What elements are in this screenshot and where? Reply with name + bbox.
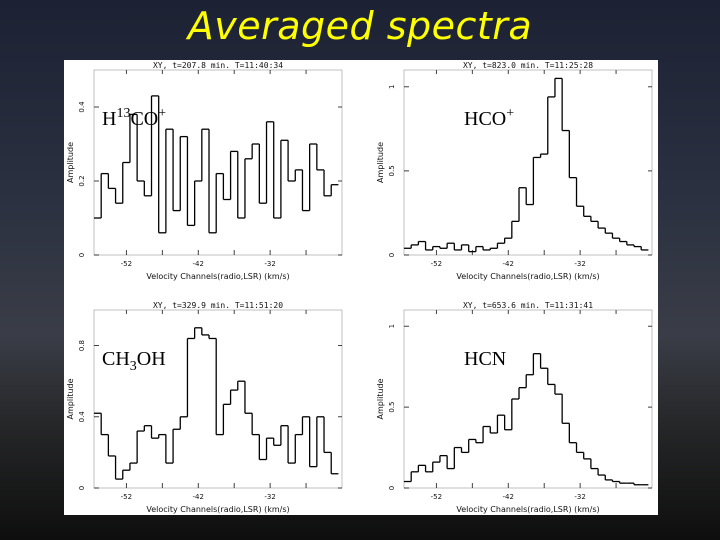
y-axis-label: Amplitude: [376, 378, 385, 419]
y-tick-label: 0.4: [78, 101, 86, 113]
molecule-label-part: 13: [116, 106, 130, 121]
x-tick-label: -42: [193, 260, 204, 268]
x-axis-label: Velocity Channels(radio,LSR) (km/s): [146, 505, 289, 514]
molecule-label-part: +: [506, 106, 514, 121]
slide-title: Averaged spectra: [187, 4, 533, 48]
panel-header: XY, t=207.8 min. T=11:40:34: [153, 61, 283, 70]
panel-header: XY, t=329.9 min. T=11:51:20: [153, 301, 283, 310]
panel-frame: [93, 69, 343, 256]
y-tick-label: 0.5: [388, 402, 396, 413]
y-tick-label: 0: [388, 253, 396, 257]
molecule-label-part: HCO: [464, 108, 506, 130]
panel-frame: [93, 309, 343, 489]
x-tick-label: -42: [503, 260, 514, 268]
y-tick-label: 0.2: [78, 175, 86, 186]
molecule-label-part: +: [158, 106, 166, 121]
y-axis-label: Amplitude: [376, 142, 385, 183]
panel-header: XY, t=653.6 min. T=11:31:41: [463, 301, 593, 310]
x-axis-label: Velocity Channels(radio,LSR) (km/s): [456, 505, 599, 514]
molecule-label-part: CH: [102, 348, 130, 370]
x-tick-label: -52: [431, 493, 442, 501]
y-tick-label: 0.4: [78, 411, 86, 423]
molecule-label: CH3OH: [102, 348, 166, 374]
panel-frame: [403, 309, 653, 489]
y-tick-label: 1: [388, 324, 396, 328]
y-axis-label: Amplitude: [66, 378, 75, 419]
molecule-label-part: H: [102, 108, 116, 130]
molecule-label-part: 3: [130, 359, 137, 374]
x-tick-label: -52: [121, 493, 132, 501]
y-tick-label: 0.8: [78, 340, 86, 351]
molecule-label-part: CO: [130, 108, 158, 130]
y-tick-label: 0: [78, 253, 86, 257]
y-tick-label: 1: [388, 85, 396, 89]
x-tick-label: -52: [121, 260, 132, 268]
x-tick-label: -32: [574, 260, 585, 268]
x-tick-label: -32: [264, 260, 275, 268]
panel-header: XY, t=823.0 min. T=11:25:28: [463, 61, 593, 70]
x-tick-label: -32: [264, 493, 275, 501]
x-tick-label: -52: [431, 260, 442, 268]
molecule-label: HCO+: [464, 106, 514, 130]
molecule-label: H13CO+: [102, 106, 166, 130]
molecule-label-part: HCN: [464, 348, 506, 370]
x-axis-label: Velocity Channels(radio,LSR) (km/s): [456, 272, 599, 281]
spectra-figure: XY, t=207.8 min. T=11:40:34 -52 -42 -32 0 0.2…: [64, 60, 658, 515]
y-tick-label: 0: [78, 486, 86, 490]
y-tick-label: 0.5: [388, 165, 396, 176]
x-axis-label: Velocity Channels(radio,LSR) (km/s): [146, 272, 289, 281]
x-tick-label: -42: [193, 493, 204, 501]
x-tick-label: -42: [503, 493, 514, 501]
x-tick-label: -32: [574, 493, 585, 501]
y-tick-label: 0: [388, 486, 396, 490]
molecule-label-part: OH: [137, 348, 166, 370]
y-axis-label: Amplitude: [66, 142, 75, 183]
panel-frame: [403, 69, 653, 256]
spectra-svg: XY, t=207.8 min. T=11:40:34 -52 -42 -32 0 0.2…: [66, 61, 653, 514]
molecule-label: HCN: [464, 348, 506, 370]
